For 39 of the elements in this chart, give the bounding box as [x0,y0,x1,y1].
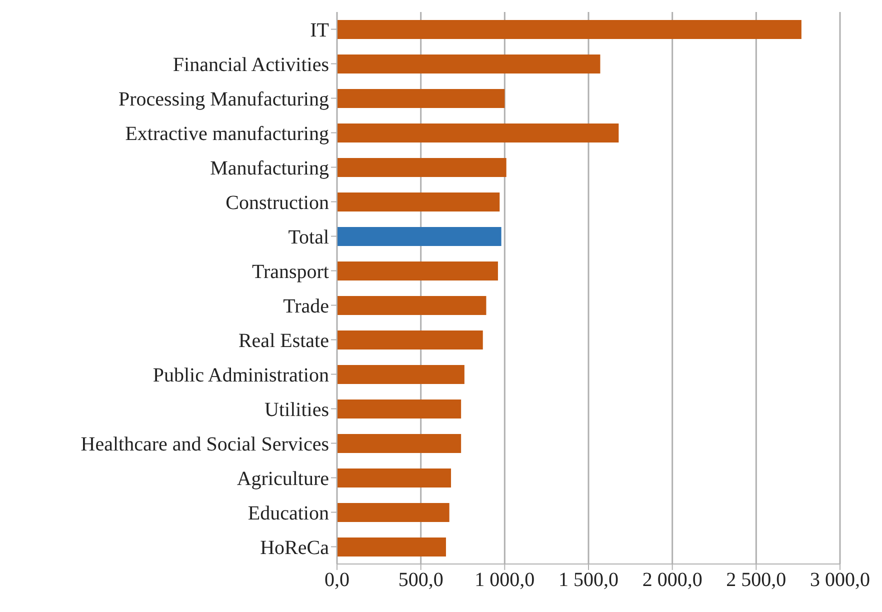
bar [337,296,486,315]
y-tick-label: Education [248,502,329,524]
x-tick-label: 1 000,0 [474,569,535,592]
bar [337,365,464,384]
y-tick-label: Trade [283,295,330,318]
y-tick-label: Manufacturing [210,157,329,180]
x-tick-label: 2 500,0 [726,569,786,592]
y-tick-label: Financial Activities [172,54,330,76]
y-tick-label: Agriculture [236,468,330,490]
bar [337,20,802,39]
bar [337,158,506,177]
bar [337,54,600,74]
bar [337,124,619,142]
x-tick-label: 500,0 [398,569,444,592]
bar [337,468,452,488]
bar [337,330,483,350]
y-tick-label: Real Estate [238,330,330,352]
x-tick-label: 0,0 [324,569,350,592]
bar [337,89,505,108]
bar [337,503,450,522]
y-tick-label: Healthcare and Social Services [80,433,330,456]
x-tick-label: 2 000,0 [642,569,702,592]
y-tick-label: Transport [252,260,330,283]
y-tick-label: Total [288,226,330,248]
bar [337,400,462,418]
y-tick-label: HoReCa [260,536,330,559]
x-tick-label: 1 500,0 [558,569,618,592]
y-tick-label: Utilities [264,398,330,421]
y-tick-label: Construction [226,192,329,214]
bar [337,262,498,280]
y-tick-label: Extractive manufacturing [125,122,329,145]
bar [337,192,500,212]
x-tick-label: 3 000,0 [810,569,870,592]
bar [337,227,502,246]
y-tick-label: IT [310,19,329,42]
y-tick-label: Processing Manufacturing [118,88,329,110]
y-tick-label: Public Administration [152,364,329,386]
bar [337,538,446,556]
bar [337,434,462,453]
